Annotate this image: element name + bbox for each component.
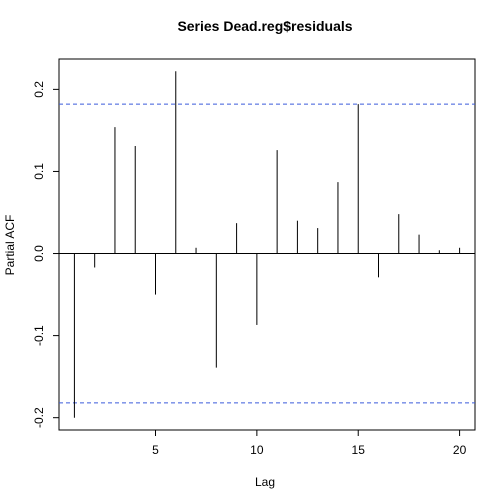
y-tick-label-1: -0.1 [32, 325, 46, 346]
chart-title: Series Dead.reg$residuals [177, 18, 352, 34]
x-tick-label-10: 10 [250, 443, 264, 457]
y-axis-label: Partial ACF [3, 215, 17, 276]
x-tick-label-20: 20 [453, 443, 467, 457]
plot-frame [58, 58, 476, 431]
y-tick-label-0: -0.2 [32, 407, 46, 428]
y-axis: -0.2 -0.1 0.0 0.1 0.2 [32, 81, 59, 428]
confidence-bounds [59, 103, 475, 404]
x-tick-label-15: 15 [352, 443, 366, 457]
x-axis: 5 10 15 20 [152, 430, 467, 457]
x-axis-label: Lag [255, 475, 275, 489]
pacf-bars [73, 71, 461, 418]
x-tick-label-5: 5 [152, 443, 159, 457]
y-tick-label-3: 0.1 [32, 163, 46, 180]
y-tick-label-2: 0.0 [32, 245, 46, 262]
y-tick-label-4: 0.2 [32, 81, 46, 98]
